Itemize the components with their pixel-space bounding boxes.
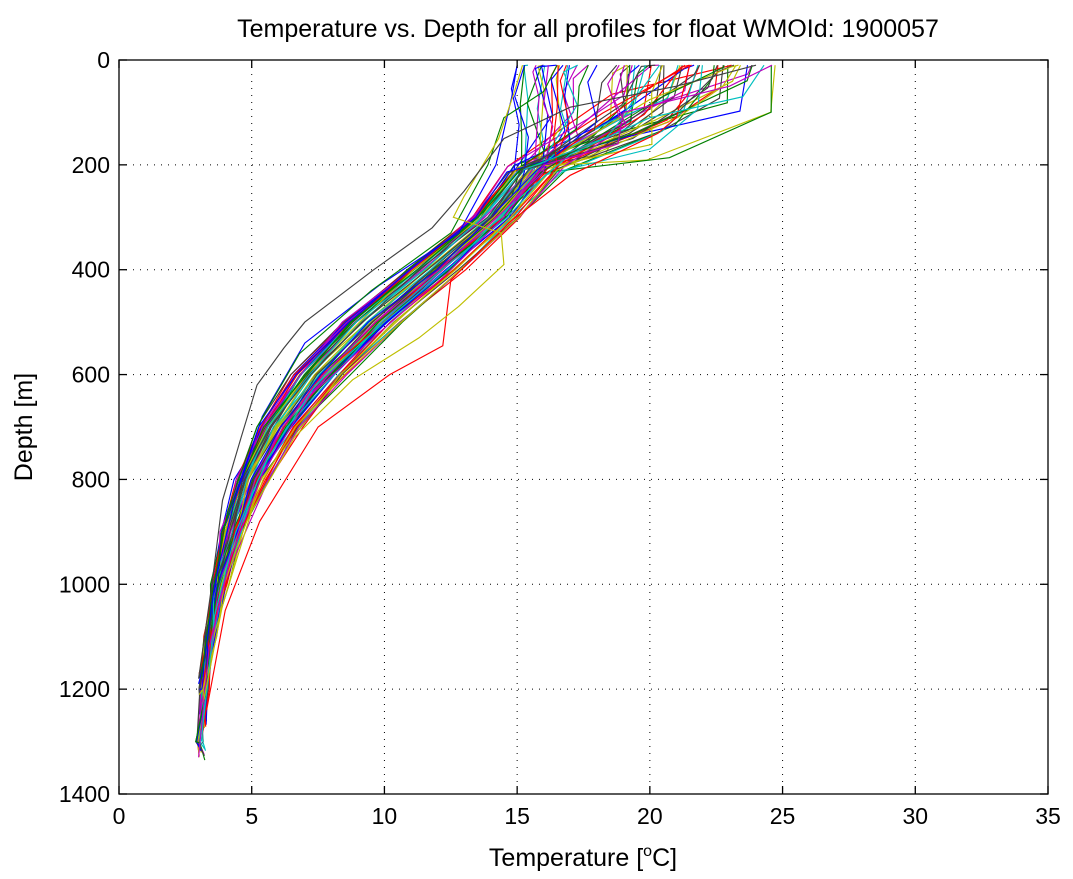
y-tick-label: 1000 <box>59 571 110 597</box>
x-tick-label: 10 <box>372 803 398 829</box>
x-tick-label: 20 <box>637 803 663 829</box>
x-tick-label: 15 <box>504 803 530 829</box>
y-tick-label: 1200 <box>59 676 110 702</box>
y-tick-label: 1400 <box>59 781 110 807</box>
y-tick-label: 0 <box>97 47 110 73</box>
x-tick-label: 25 <box>770 803 796 829</box>
temperature-profile-line <box>200 64 765 742</box>
y-tick-label: 400 <box>72 257 110 283</box>
temperature-profile-line <box>198 64 773 758</box>
x-tick-label: 35 <box>1035 803 1061 829</box>
temperature-profile-line <box>198 64 618 679</box>
y-tick-label: 200 <box>72 152 110 178</box>
x-tick-label: 5 <box>245 803 258 829</box>
temperature-profile-line <box>198 64 737 695</box>
x-axis-label: Temperature [oC] <box>489 843 677 872</box>
chart-title: Temperature vs. Depth for all profiles f… <box>237 15 939 43</box>
y-tick-labels: 0 200 400 600 800 1000 1200 1400 <box>59 47 110 807</box>
temperature-profile-line <box>200 65 559 741</box>
x-tick-label: 30 <box>902 803 928 829</box>
y-axis-label: Depth [m] <box>10 373 38 481</box>
x-tick-label: 0 <box>113 803 126 829</box>
temperature-profile-line <box>200 65 646 729</box>
x-axis-label-superscript: o <box>643 843 652 860</box>
x-tick-labels: 0 5 10 15 20 25 30 35 <box>113 803 1061 829</box>
grid-lines <box>119 60 1048 794</box>
profile-lines <box>195 64 776 761</box>
y-tick-label: 800 <box>72 466 110 492</box>
temperature-profile-line <box>205 65 703 690</box>
axis-ticks <box>118 59 1049 795</box>
temperature-profile-line <box>203 65 524 700</box>
plot-area-frame <box>118 59 1049 795</box>
temperature-profile-line <box>206 65 691 711</box>
y-tick-label: 600 <box>72 362 110 388</box>
temperature-profile-line <box>198 64 757 679</box>
temperature-profile-line <box>200 64 558 679</box>
